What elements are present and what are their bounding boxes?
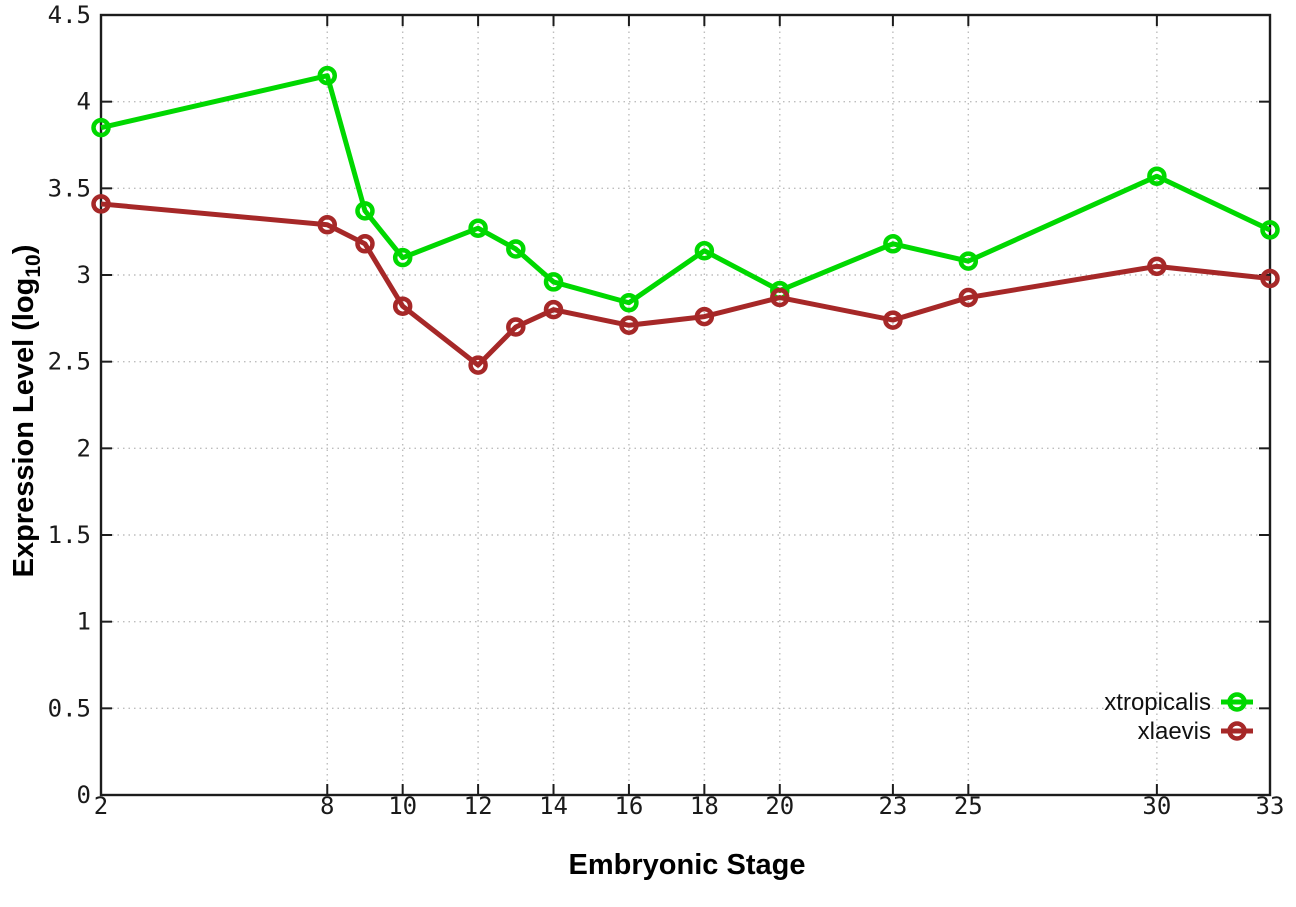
data-point-xlaevis-stage-9 — [355, 234, 375, 254]
y-tick-label: 1 — [77, 608, 91, 636]
x-tick-label: 2 — [94, 792, 108, 820]
data-point-xtropicalis-stage-2 — [91, 117, 111, 138]
data-point-xtropicalis-stage-16 — [619, 292, 639, 313]
data-point-xlaevis-stage-33 — [1260, 268, 1280, 289]
data-point-xtropicalis-stage-25 — [958, 251, 979, 271]
data-point-xtropicalis-stage-13 — [506, 239, 526, 259]
data-point-xlaevis-stage-20 — [770, 287, 790, 308]
y-tick-label: 1.5 — [48, 521, 91, 549]
data-point-xtropicalis-stage-18 — [694, 240, 715, 261]
plot-border — [99, 13, 1272, 797]
y-axis-title: Expression Level (log10) — [8, 245, 45, 578]
legend-label-xlaevis: xlaevis — [1138, 718, 1211, 745]
legend: xtropicalis xlaevis — [1104, 689, 1253, 745]
data-point-xlaevis-stage-18 — [694, 306, 715, 327]
y-axis-title-subscript: 10 — [22, 254, 45, 277]
data-point-xlaevis-stage-12 — [468, 355, 488, 375]
x-tick-label: 18 — [690, 792, 719, 820]
data-point-xlaevis-stage-16 — [619, 315, 639, 336]
x-axis-title: Embryonic Stage — [569, 849, 806, 881]
x-tick-label: 14 — [539, 792, 568, 820]
x-tick-label: 10 — [388, 792, 417, 820]
x-tick-label: 25 — [954, 792, 983, 820]
legend-label-xtropicalis: xtropicalis — [1104, 689, 1211, 716]
data-point-xlaevis-stage-2 — [91, 194, 111, 214]
y-axis-title-close: ) — [8, 245, 40, 255]
data-point-xtropicalis-stage-23 — [883, 234, 903, 254]
x-tick-label: 20 — [765, 792, 794, 820]
data-point-xlaevis-stage-14 — [543, 299, 564, 320]
legend-marker-sample-xtropicalis — [1227, 692, 1247, 712]
data-point-xtropicalis-stage-9 — [355, 201, 375, 221]
data-point-xlaevis-stage-23 — [883, 310, 903, 330]
x-tick-label: 23 — [878, 792, 907, 820]
data-point-xtropicalis-stage-33 — [1260, 220, 1280, 240]
y-tick-label: 0.5 — [48, 694, 91, 722]
x-tick-label: 16 — [614, 792, 643, 820]
y-tick-label: 2.5 — [48, 348, 91, 376]
legend-marker-sample-xlaevis — [1227, 721, 1247, 741]
data-point-xlaevis-stage-30 — [1147, 256, 1167, 277]
y-tick-label: 3 — [77, 261, 91, 289]
series-line-xlaevis — [100, 201, 1271, 368]
data-point-xlaevis-stage-8 — [317, 214, 338, 235]
data-point-xtropicalis-stage-8 — [317, 65, 338, 86]
data-point-xlaevis-stage-25 — [958, 287, 979, 308]
x-tick-label: 8 — [320, 792, 334, 820]
data-point-xlaevis-stage-13 — [506, 317, 526, 337]
legend-item-xtropicalis: xtropicalis — [1104, 689, 1253, 716]
data-point-xlaevis-stage-10 — [392, 296, 413, 316]
x-tick-label: 12 — [464, 792, 493, 820]
y-tick-label: 3.5 — [48, 174, 91, 202]
y-tick-label: 4 — [77, 88, 91, 116]
y-axis-title-main: Expression Level (log — [8, 278, 40, 578]
data-point-xtropicalis-stage-14 — [543, 272, 564, 292]
y-tick-label: 4.5 — [48, 1, 91, 29]
x-tick-label: 30 — [1142, 792, 1171, 820]
legend-item-xlaevis: xlaevis — [1138, 718, 1253, 745]
data-point-xtropicalis-stage-10 — [392, 247, 413, 268]
data-point-xtropicalis-stage-12 — [468, 218, 488, 238]
series-line-xtropicalis — [100, 73, 1272, 306]
x-tick-label: 33 — [1256, 792, 1285, 820]
data-point-xtropicalis-stage-30 — [1147, 166, 1167, 186]
y-tick-label: 2 — [77, 434, 91, 462]
plot-area: 0 0.5 1 1.5 2 2.5 3 3.5 4 4.5 2 8 10 12 14 16 18 20 23 25 30… — [48, 1, 1285, 820]
y-tick-label: 0 — [77, 781, 91, 809]
